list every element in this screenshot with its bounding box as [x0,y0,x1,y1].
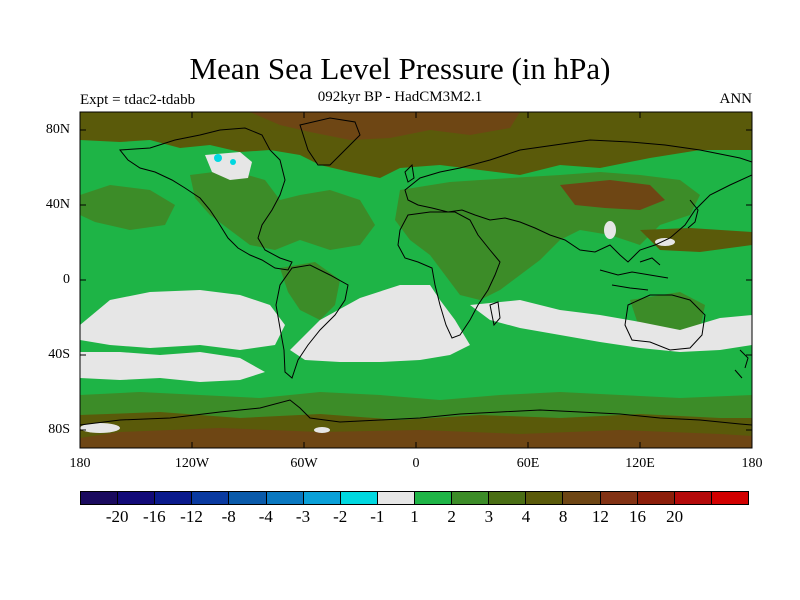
coast-africa [397,211,501,339]
colorbar-label: 1 [410,507,419,526]
field-arctic-core [250,112,520,140]
colorbar-swatch [340,492,378,504]
colorbar-swatch [155,492,193,504]
coast-madagascar [489,301,501,327]
colorbar-swatch [452,492,490,504]
colorbar-label: -20 [105,507,129,526]
coast-australia [624,294,706,351]
lon-label-180w: 180 [69,456,91,471]
pressure-field [80,112,752,448]
experiment-label: Expt = tdac2-tdabb [80,92,196,108]
field-base [80,112,752,448]
colorbar-swatch [489,492,527,504]
colorbar-swatch [81,492,119,504]
coast-uk [404,163,415,183]
colorbar-label: 2 [447,507,456,526]
lon-label-60w: 60W [290,456,318,471]
field-antarctic-spot-2 [314,427,330,433]
colorbar-label: -3 [295,507,311,526]
colorbar-swatch [192,492,230,504]
colorbar-swatch [414,492,453,504]
lon-label-120w: 120W [174,456,210,471]
lat-label-80s: 80S [48,422,70,437]
colorbar-label: -1 [370,507,385,526]
field-arctic-high [80,112,752,178]
colorbar-label: -2 [333,507,348,526]
lat-label-0: 0 [63,272,70,287]
colorbar-swatch [526,492,564,504]
colorbar-swatch [303,492,341,504]
colorbar-swatch [600,492,638,504]
field-north-america [190,170,375,250]
coast-north-america [119,127,293,271]
colorbar-label: 12 [591,507,609,526]
field-south-pacific-low [80,290,285,350]
field-south-atlantic-low [290,285,470,362]
field-asia-core [560,180,665,210]
coast-eurasia [404,139,752,263]
lat-label-40s: 40S [48,347,70,362]
colorbar-label: -8 [221,507,236,526]
field-east-asia [640,228,752,252]
colorbar [80,491,749,505]
map-title: Mean Sea Level Pressure (in hPa) [189,51,611,86]
colorbar-swatch [229,492,267,504]
colorbar-label: 16 [629,507,646,526]
lat-label-80n: 80N [45,122,70,137]
coast-japan [687,199,699,229]
colorbar-swatch [266,492,304,504]
coastlines [80,117,752,426]
coast-greenland [299,117,361,166]
lon-label-60e: 60E [516,456,540,471]
map-subtitle: 092kyr BP - HadCM3M2.1 [317,89,483,105]
colorbar-label: -16 [142,507,166,526]
axis-ticks [79,112,753,448]
field-asia-spot [604,221,616,239]
coast-indonesia [599,257,669,291]
field-cyan-spot-1 [214,154,222,162]
coast-antarctica [80,399,752,426]
field-cyan-spot-2 [230,159,236,165]
season-label: ANN [719,91,753,107]
lat-label-40n: 40N [45,197,70,212]
lon-label-180e: 180 [741,456,763,471]
colorbar-label: -12 [180,507,203,526]
colorbar-swatch [674,492,712,504]
colorbar-swatch [563,492,601,504]
colorbar-swatch [637,492,675,504]
colorbar-label: 8 [558,507,568,526]
field-north-pacific [80,185,175,230]
field-south-america [280,262,340,320]
field-antarctic-spot-1 [80,423,120,433]
colorbar-swatch [118,492,156,504]
colorbar-label: 4 [521,507,531,526]
lon-label-120e: 120E [625,456,655,471]
colorbar-label: 3 [484,507,494,526]
colorbar-label: 20 [666,507,684,526]
coast-new-zealand [734,349,749,379]
lon-label-0: 0 [412,456,420,471]
coast-south-america [275,264,349,379]
field-east-pacific-low [80,352,265,382]
field-pacific-spot [655,238,675,246]
field-indian-low [470,300,752,352]
colorbar-label: -4 [258,507,273,526]
colorbar-swatch [377,492,415,504]
colorbar-swatch [711,492,748,504]
field-antarctic-core [80,428,752,448]
